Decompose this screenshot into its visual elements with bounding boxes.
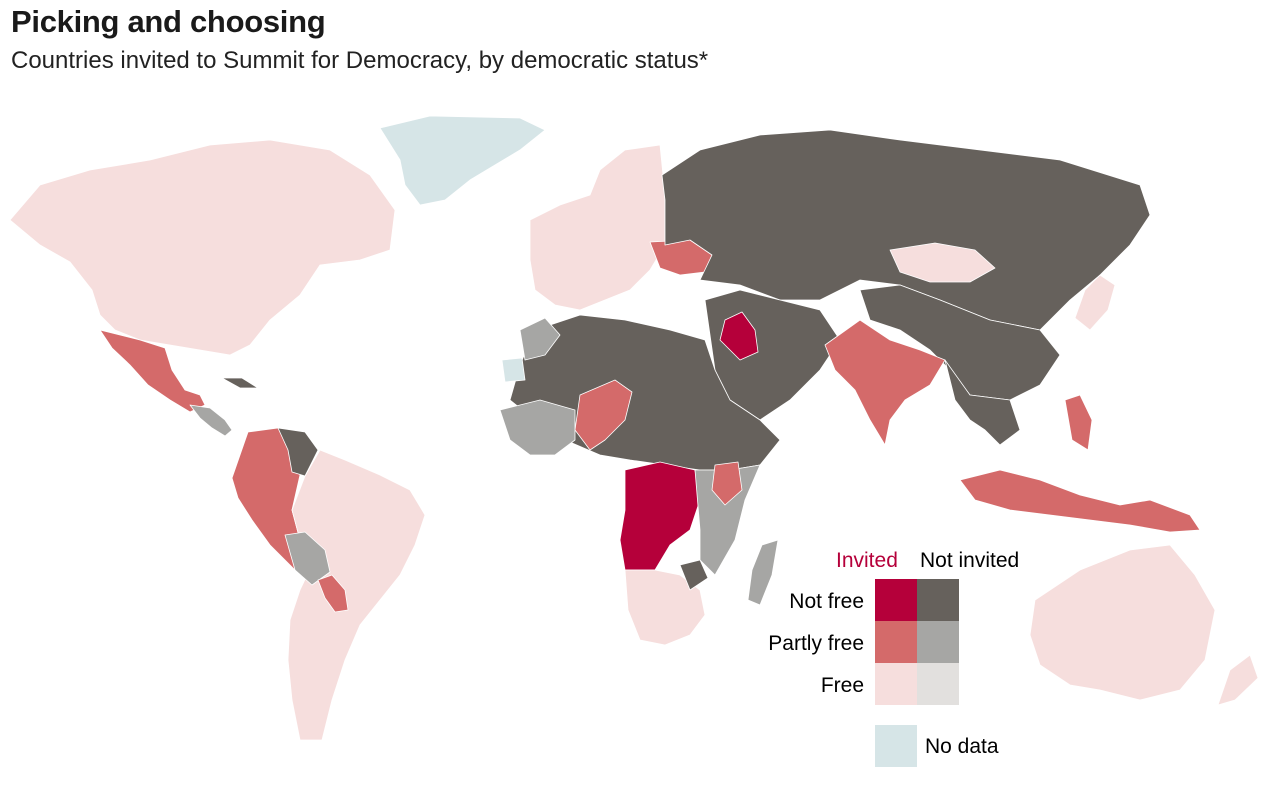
kenya-region [711, 461, 743, 506]
bolivia-region [284, 531, 331, 586]
paraguay-region [317, 574, 349, 613]
west-africa-region [499, 399, 576, 456]
drc-angola-region [619, 461, 701, 571]
chart-subtitle: Countries invited to Summit for Democrac… [11, 47, 709, 74]
legend-row-free: Free [821, 674, 864, 697]
legend-no-data: No data [925, 735, 999, 758]
legend-row-not-free: Not free [789, 590, 864, 613]
legend: Invited Not invited Not free Partly free… [768, 549, 1019, 767]
mexico-region [99, 329, 206, 413]
north-america-region [9, 139, 396, 356]
south-america-region [287, 449, 426, 741]
central-america-region [189, 404, 233, 437]
legend-swatch-not-invited-free [917, 663, 959, 705]
legend-row-partly-free: Partly free [768, 632, 864, 655]
europe-region [529, 144, 666, 311]
nigeria-region [574, 379, 633, 451]
india-region [824, 319, 946, 446]
southern-africa-region [624, 569, 706, 646]
japan-region [1074, 274, 1116, 331]
northwest-africa-region [519, 317, 561, 361]
greenland-region [379, 115, 546, 206]
legend-swatch-not-invited-not-free [917, 579, 959, 621]
east-africa-region [694, 464, 761, 576]
chart-title: Picking and choosing [11, 4, 326, 39]
cuba-region [221, 377, 259, 389]
zimbabwe-region [679, 559, 709, 591]
legend-swatch-no-data [875, 725, 917, 767]
legend-swatch-invited-not-free [875, 579, 917, 621]
legend-col-not-invited: Not invited [920, 549, 1019, 572]
indonesia-region [959, 469, 1201, 533]
southeast-asia-region [944, 359, 1021, 446]
iraq-region [719, 311, 759, 361]
legend-swatch-invited-partly-free [875, 621, 917, 663]
mongolia-region [889, 242, 996, 283]
new-zealand-region [1217, 654, 1259, 706]
australia-region [1029, 544, 1216, 701]
legend-swatch-invited-free [875, 663, 917, 705]
philippines-region [1064, 394, 1093, 451]
western-sahara-region [501, 357, 526, 383]
china-region [859, 284, 1061, 401]
legend-swatch-not-invited-partly-free [917, 621, 959, 663]
legend-col-invited: Invited [836, 549, 898, 572]
madagascar-region [747, 539, 779, 606]
